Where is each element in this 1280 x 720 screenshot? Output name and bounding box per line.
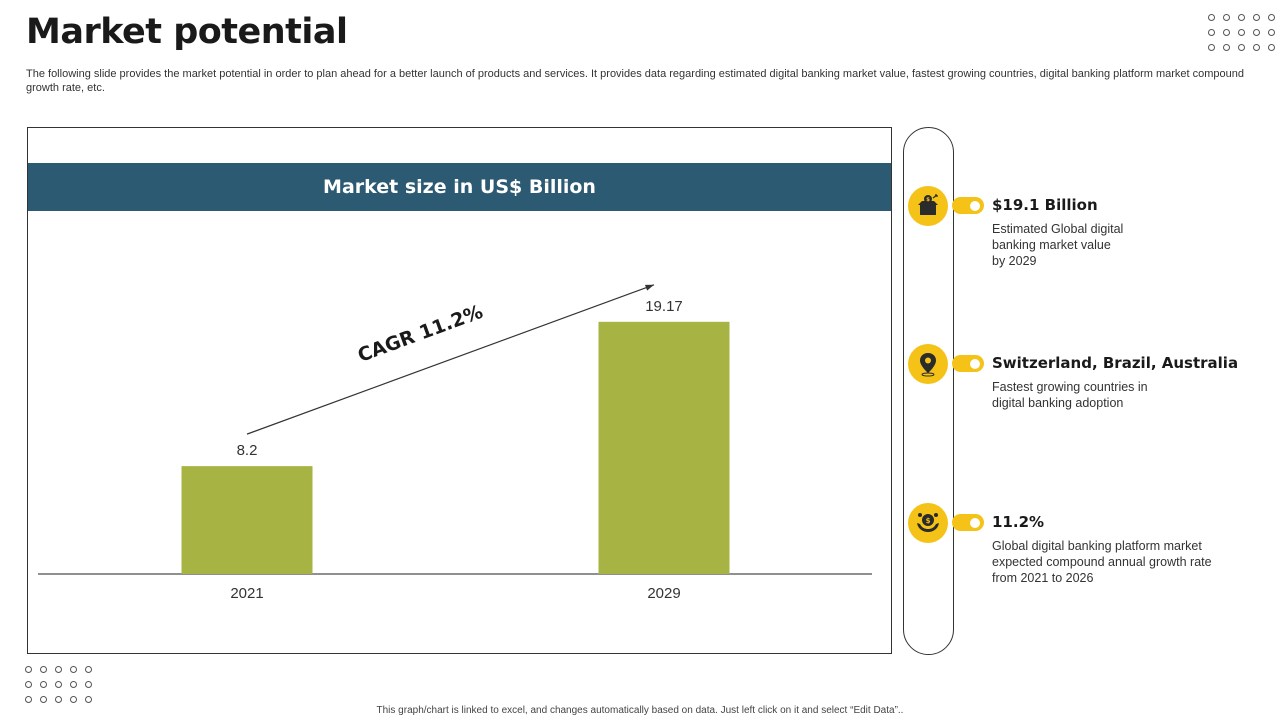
highlight-title: Switzerland, Brazil, Australia <box>992 354 1239 372</box>
x-tick-label-2021: 2021 <box>230 585 263 602</box>
timeline-capsule <box>903 127 954 655</box>
highlight-item-market-value: $ $19.1 Billion Estimated Global digital… <box>908 186 1268 276</box>
cagr-annotation: CAGR 11.2% <box>355 301 486 367</box>
bar-2021 <box>181 466 313 574</box>
cagr-arrow-line <box>246 284 655 435</box>
growth-hands-icon: $ <box>908 503 948 543</box>
chart-title: Market size in US$ Billion <box>28 163 891 211</box>
highlight-description: Global digital banking platform market e… <box>992 539 1212 585</box>
data-label-2029: 19.17 <box>645 298 683 315</box>
toggle-connector-1 <box>952 197 984 214</box>
chart-canvas: 8.2 2021 19.17 2029 CAGR 11.2% <box>38 284 872 602</box>
x-tick-label-2029: 2029 <box>647 585 680 602</box>
svg-text:$: $ <box>926 197 930 203</box>
page-title: Market potential <box>26 12 348 52</box>
decorative-dots-top-right <box>1208 14 1275 51</box>
highlight-title: 11.2% <box>992 513 1045 531</box>
money-box-icon: $ <box>908 186 948 226</box>
footer-note: This graph/chart is linked to excel, and… <box>376 705 904 716</box>
market-size-chart[interactable]: Market size in US$ Billion 8.2 2021 19.17 2… <box>27 127 892 654</box>
highlight-item-countries: Switzerland, Brazil, Australia Fastest g… <box>908 344 1268 434</box>
highlight-description: Estimated Global digital banking market … <box>992 222 1124 268</box>
decorative-dots-bottom-left <box>25 666 92 703</box>
toggle-connector-2 <box>952 355 984 372</box>
highlight-description: Fastest growing countries in digital ban… <box>992 380 1148 410</box>
data-label-2021: 8.2 <box>237 442 258 459</box>
highlight-title: $19.1 Billion <box>992 196 1098 214</box>
page-subtitle: The following slide provides the market … <box>26 68 1245 94</box>
highlight-item-cagr: $ 11.2% Global digital banking platform … <box>908 503 1268 593</box>
location-pin-icon <box>908 344 948 384</box>
cagr-arrow-head <box>645 284 654 291</box>
bar-2029 <box>598 321 730 574</box>
svg-text:$: $ <box>926 517 931 525</box>
toggle-connector-3 <box>952 514 984 531</box>
